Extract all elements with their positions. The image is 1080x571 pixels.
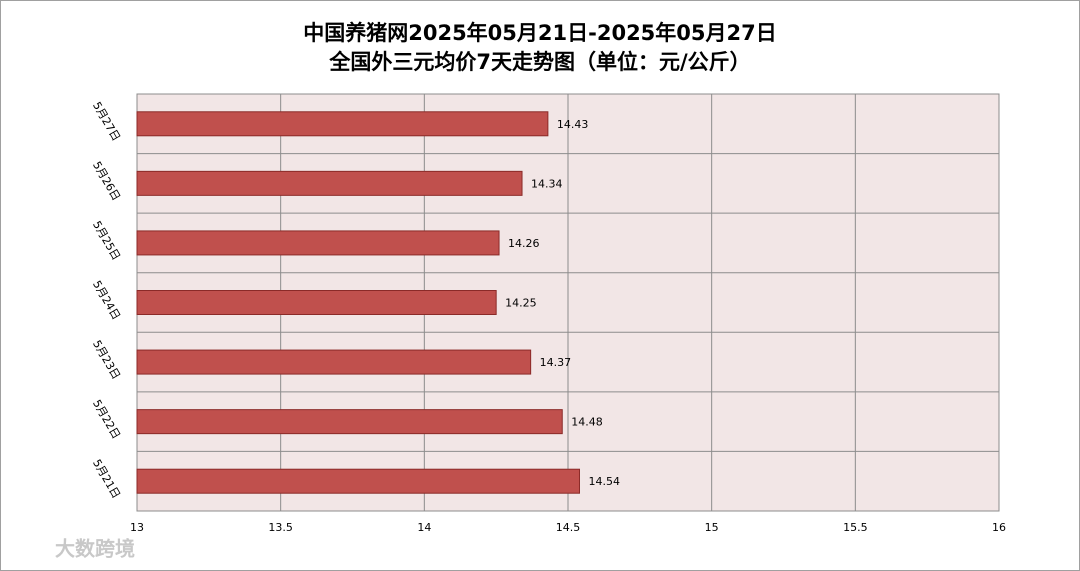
bar	[136, 409, 563, 435]
bar	[136, 170, 523, 196]
value-label: 14.37	[540, 356, 572, 369]
bar	[136, 230, 500, 256]
value-label: 14.26	[508, 237, 540, 250]
bar	[136, 468, 580, 494]
watermark: 大数跨境	[55, 537, 135, 561]
x-tick-label: 15	[705, 521, 719, 534]
bar	[136, 290, 497, 315]
chart-title: 中国养猪网2025年05月21日-2025年05月27日	[303, 21, 777, 45]
x-tick-label: 14	[417, 521, 431, 534]
value-label: 14.48	[571, 416, 603, 429]
x-tick-label: 16	[992, 521, 1006, 534]
bar	[136, 349, 532, 375]
value-label: 14.43	[557, 118, 589, 131]
x-tick-label: 13.5	[268, 521, 293, 534]
chart-subtitle: 全国外三元均价7天走势图（单位：元/公斤）	[328, 50, 750, 74]
value-label: 14.34	[531, 177, 563, 190]
bar	[136, 111, 549, 137]
x-tick-label: 13	[130, 521, 144, 534]
x-tick-label: 14.5	[556, 521, 581, 534]
x-tick-label: 15.5	[843, 521, 868, 534]
value-label: 14.25	[505, 297, 536, 310]
value-label: 14.54	[588, 475, 620, 488]
